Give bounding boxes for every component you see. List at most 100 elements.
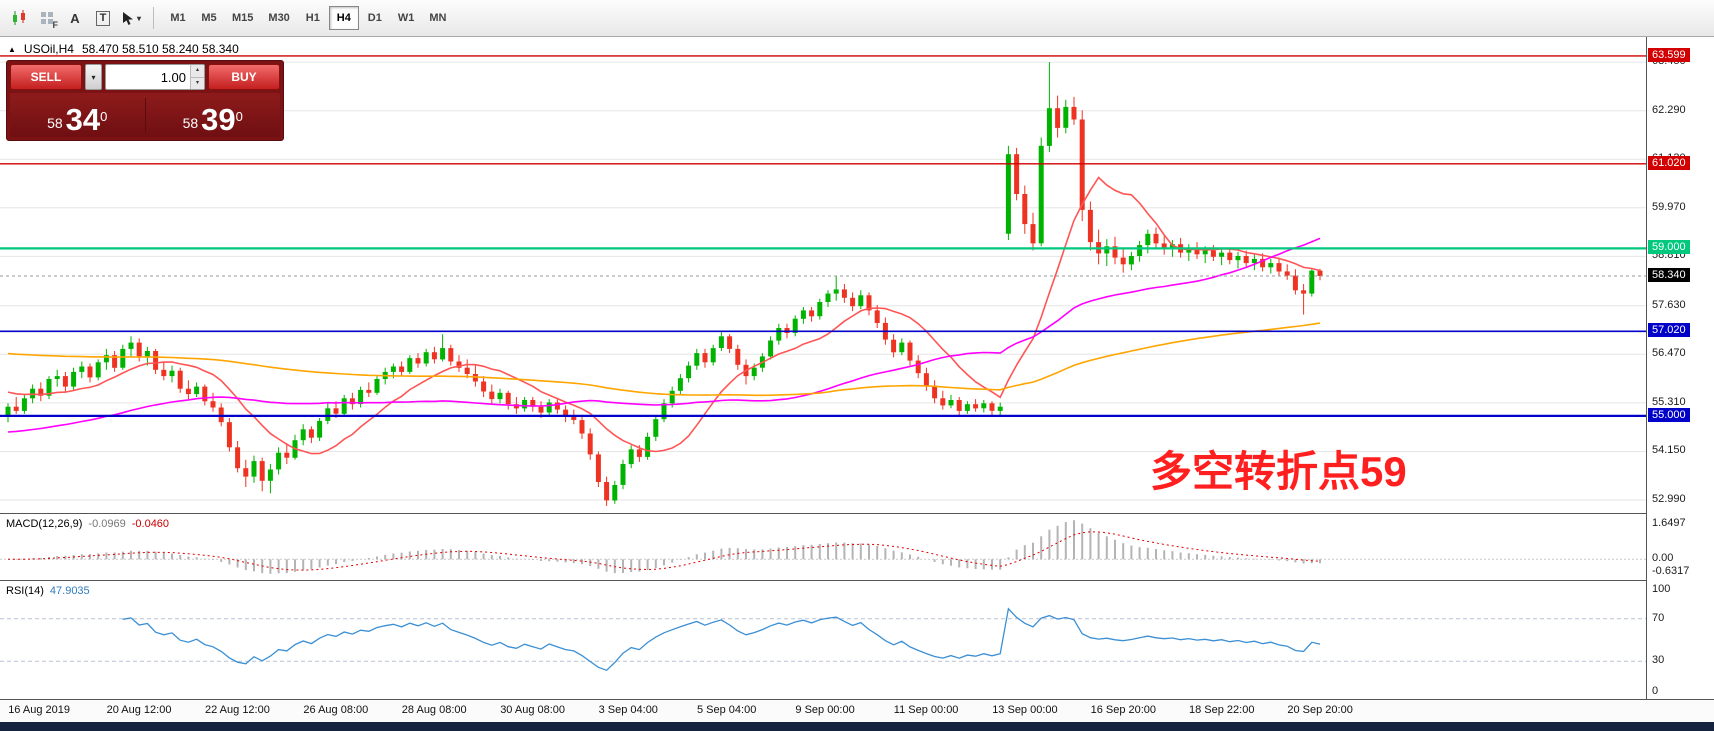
candle-body <box>1219 252 1225 257</box>
bid-ask-divider <box>144 98 146 132</box>
candle-body <box>825 293 831 302</box>
candle-body <box>87 366 93 378</box>
candle-body <box>358 389 364 405</box>
rsi-axis-bottom-label: 0 <box>1652 685 1659 697</box>
candle-body <box>1284 271 1290 276</box>
candle-body <box>1276 263 1282 272</box>
time-axis-label: 16 Aug 2019 <box>8 704 70 716</box>
buy-button[interactable]: BUY <box>208 64 280 90</box>
text-box-tool-button[interactable]: T <box>90 5 116 31</box>
grid-tool-button[interactable]: F <box>34 5 60 31</box>
rsi-panel-separator <box>0 580 1714 581</box>
price-axis-border <box>1646 37 1647 699</box>
timeframe-button-w1[interactable]: W1 <box>397 12 415 24</box>
candle-body <box>1243 256 1249 264</box>
time-axis[interactable]: 16 Aug 2019 20 Aug 12:00 22 Aug 12:00 26 Au… <box>0 700 1714 722</box>
time-axis-label: 5 Sep 04:00 <box>697 704 757 716</box>
candle-body <box>513 404 519 409</box>
grid-icon <box>41 12 53 24</box>
candle-body <box>563 409 569 417</box>
candle-body <box>1038 145 1044 244</box>
candle-body <box>718 336 724 348</box>
time-axis-label: 30 Aug 08:00 <box>500 704 566 716</box>
timeframe-button-m1[interactable]: M1 <box>170 12 186 24</box>
candle-body <box>177 370 183 389</box>
one-click-toggle-icon[interactable]: ▲ <box>8 44 16 54</box>
candle-body <box>964 404 970 411</box>
candle-body <box>1046 108 1052 146</box>
timeframe-button-m5[interactable]: M5 <box>201 12 217 24</box>
price-axis[interactable]: 63.45062.29061.13059.97058.81057.63056.4… <box>1647 37 1714 699</box>
candle-body <box>817 302 823 317</box>
timeframe-button-d1[interactable]: D1 <box>367 12 382 24</box>
candle-body <box>620 464 626 485</box>
candle-body <box>308 429 314 438</box>
candle-body <box>136 342 142 357</box>
candle-body <box>907 342 913 361</box>
ma-line-fast-red <box>7 176 1321 455</box>
candle-body <box>915 360 921 374</box>
timeframe-button-mn[interactable]: MN <box>429 12 447 24</box>
trade-controls-row: SELL ▾ ▴ ▾ BUY <box>10 64 280 90</box>
timeframe-button-h4[interactable]: H4 <box>328 6 359 30</box>
candle-body <box>809 310 815 317</box>
rsi-line <box>122 607 1321 672</box>
time-axis-label: 20 Aug 12:00 <box>106 704 172 716</box>
macd-signal-value: -0.0460 <box>131 518 170 530</box>
timeframe-button-m15[interactable]: M15 <box>232 12 254 24</box>
candle-body <box>481 381 487 392</box>
candle-body <box>407 358 413 372</box>
candle-body <box>833 289 839 294</box>
candle-body <box>1301 290 1307 294</box>
candle-body <box>628 449 634 465</box>
price-level-badge: 63.599 <box>1648 47 1690 62</box>
macd-axis-max-label: 1.6497 <box>1652 517 1686 529</box>
rsi-axis-upper-label: 70 <box>1652 611 1665 624</box>
time-axis-label: 11 Sep 00:00 <box>893 704 959 716</box>
time-axis-label: 3 Sep 04:00 <box>598 704 658 716</box>
candle-body <box>235 447 241 469</box>
time-axis-label: 16 Sep 20:00 <box>1090 704 1157 716</box>
volume-increase-button[interactable]: ▴ <box>191 65 204 78</box>
rsi-label: RSI(14) 47.9035 <box>6 585 90 597</box>
candle-body <box>636 449 642 457</box>
rsi-axis-lower-label: 30 <box>1652 654 1665 667</box>
sell-button[interactable]: SELL <box>10 64 82 90</box>
candle-body <box>1063 106 1069 128</box>
timeframe-button-h1[interactable]: H1 <box>305 12 320 24</box>
bid-price[interactable]: 58 34 0 <box>47 101 108 137</box>
candle-body <box>489 391 495 400</box>
volume-input[interactable] <box>106 65 204 89</box>
volume-spinner: ▴ ▾ <box>190 65 204 89</box>
candle-body <box>1260 258 1266 268</box>
candle-body <box>1055 108 1061 128</box>
macd-signal-line <box>8 531 1321 571</box>
candle-body <box>71 371 77 387</box>
bid-ask-row: 58 34 0 58 39 0 <box>10 93 280 137</box>
candlestick-tool-button[interactable] <box>6 5 32 31</box>
candle-body <box>645 436 651 457</box>
candle-body <box>202 386 208 402</box>
candle-body <box>267 469 273 481</box>
candle-body <box>374 379 380 393</box>
candle-body <box>103 355 109 363</box>
candle-body <box>169 370 175 377</box>
candle-body <box>185 388 191 395</box>
volume-dropdown-button[interactable]: ▾ <box>85 64 102 90</box>
candle-body <box>300 429 306 441</box>
timeframe-button-m30[interactable]: M30 <box>268 12 290 24</box>
ma-line-slow-orange <box>7 322 1321 397</box>
cursor-dropdown-caret-icon: ▾ <box>136 13 141 23</box>
candle-body <box>95 362 101 378</box>
price-level-badge: 57.020 <box>1648 323 1690 338</box>
candle-body <box>317 420 323 438</box>
volume-decrease-button[interactable]: ▾ <box>191 77 204 89</box>
cursor-tool-button[interactable]: ▾ <box>118 5 144 31</box>
candle-body <box>366 389 372 393</box>
candle-body <box>153 351 159 370</box>
ask-price[interactable]: 58 39 0 <box>182 101 243 137</box>
candle-body <box>1071 106 1077 120</box>
candle-body <box>128 342 134 349</box>
candle-body <box>948 400 954 406</box>
text-label-tool-button[interactable]: A <box>62 5 88 31</box>
